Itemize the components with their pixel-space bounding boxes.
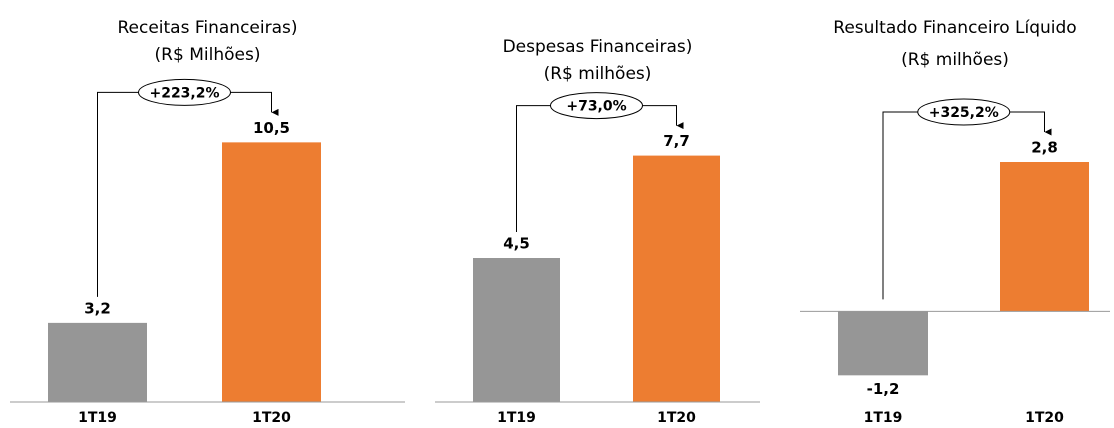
- annotation-arrow: [229, 91, 279, 116]
- x-tick-label: 1T19: [497, 410, 536, 426]
- value-label: 3,2: [84, 299, 111, 317]
- annotation-ellipse: [550, 92, 643, 120]
- chart-subtitle: (R$ Milhões): [155, 45, 261, 65]
- x-tick-label: 1T19: [78, 410, 117, 426]
- chart-title: Despesas Financeiras): [503, 37, 693, 57]
- chart-subtitle: (R$ milhões): [901, 50, 1009, 70]
- value-label: 4,5: [503, 235, 530, 253]
- annotation-arrow: [641, 105, 684, 130]
- annotation-connector: [516, 105, 552, 232]
- annotation-ellipse: [138, 78, 231, 106]
- x-tick-label: 1T20: [657, 410, 696, 426]
- chart-title: Receitas Financeiras): [117, 18, 297, 38]
- bar: [473, 258, 560, 402]
- annotation: +73,0%: [566, 99, 626, 115]
- bar: [633, 155, 720, 402]
- x-tick-label: 1T20: [1025, 410, 1064, 426]
- chart-title: Resultado Financeiro Líquido: [833, 18, 1076, 38]
- annotation: +223,2%: [149, 85, 219, 101]
- value-label: -1,2: [867, 380, 900, 398]
- value-label: 7,7: [663, 132, 690, 150]
- annotation-ellipse: [917, 98, 1011, 126]
- x-tick-label: 1T19: [864, 410, 903, 426]
- annotation-connector: [882, 111, 919, 300]
- annotation-connector: [97, 91, 140, 297]
- bar: [838, 311, 928, 376]
- annotation: +325,2%: [929, 105, 999, 121]
- bar: [222, 142, 321, 402]
- x-tick-label: 1T20: [252, 410, 291, 426]
- bar: [1000, 162, 1089, 312]
- value-label: 2,8: [1031, 139, 1058, 157]
- value-label: 10,5: [253, 119, 290, 137]
- bar: [48, 322, 147, 402]
- annotation-arrow: [1008, 111, 1052, 136]
- chart-subtitle: (R$ milhões): [544, 64, 652, 84]
